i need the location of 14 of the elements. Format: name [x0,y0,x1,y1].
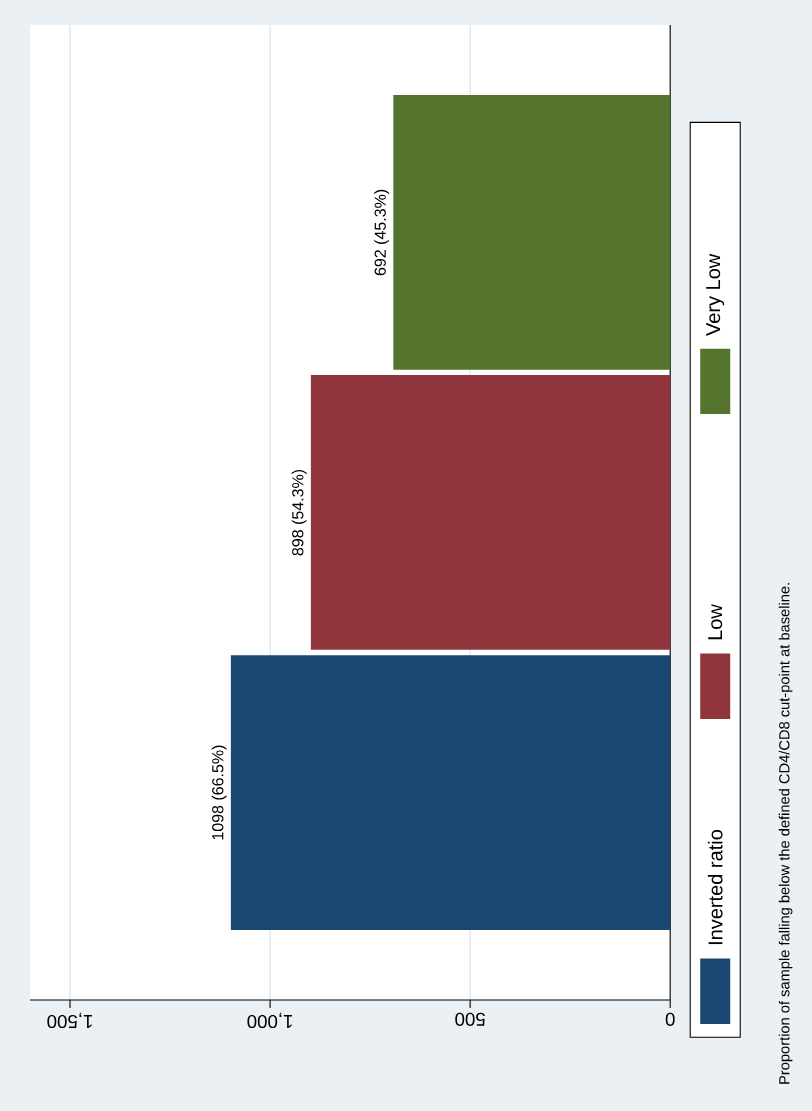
data-label: 692 (45.3%) [374,189,389,276]
data-label: 1098 (66.5%) [211,745,227,840]
bar [230,655,671,930]
bar [310,375,671,650]
data-label: 898 (54.3%) [291,469,307,556]
bar [393,95,671,370]
text: Inverted ratio [707,830,723,945]
x-tick-label: 0 [665,1012,675,1026]
text: Proportion of sample falling below the defined CD4/CD8 cut-point at baseline. [778,583,793,1084]
x-tick-label: 1,500 [47,1012,92,1029]
text: Low [708,604,723,640]
text: Very Low [706,253,725,336]
x-tick-label: 1,000 [247,1012,292,1029]
x-tick-label: 500 [455,1012,485,1026]
